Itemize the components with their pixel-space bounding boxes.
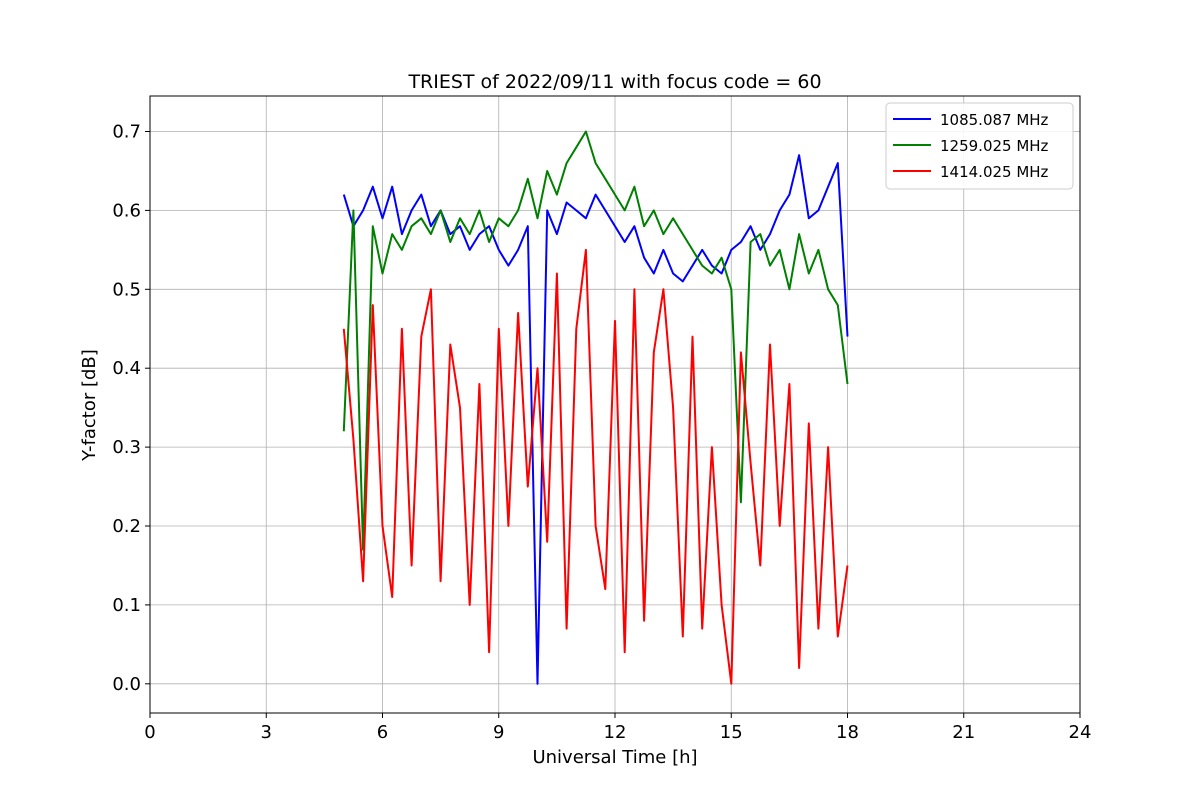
x-tick-label: 18 <box>836 722 859 743</box>
y-tick-label: 0.6 <box>112 200 141 221</box>
x-tick-label: 15 <box>720 722 743 743</box>
x-tick-label: 6 <box>377 722 388 743</box>
x-tick-label: 12 <box>604 722 627 743</box>
legend-label-2: 1259.025 MHz <box>940 137 1049 155</box>
y-tick-label: 0.0 <box>112 674 141 695</box>
series-line-2 <box>342 130 849 551</box>
y-tick-label: 0.3 <box>112 437 141 458</box>
y-axis-label: Y-factor [dB] <box>79 349 100 462</box>
legend: 1085.087 MHz 1259.025 MHz 1414.025 MHz <box>885 102 1074 190</box>
y-tick-label: 0.4 <box>112 358 141 379</box>
chart-title: TRIEST of 2022/09/11 with focus code = 6… <box>407 71 821 93</box>
x-tick-label: 24 <box>1069 722 1092 743</box>
y-tick-label: 0.7 <box>112 122 141 143</box>
x-tick-label: 3 <box>261 722 272 743</box>
x-axis-label: Universal Time [h] <box>532 747 697 768</box>
y-tick-label: 0.1 <box>112 595 141 616</box>
y-axis-ticks: 0.0 0.1 0.2 0.3 0.4 0.5 0.6 0.7 <box>112 122 150 695</box>
legend-label-3: 1414.025 MHz <box>940 163 1049 181</box>
legend-label-1: 1085.087 MHz <box>940 111 1049 129</box>
y-tick-label: 0.5 <box>112 279 141 300</box>
series-line-3 <box>342 248 849 685</box>
x-tick-label: 21 <box>952 722 975 743</box>
x-axis-ticks: 0 3 6 9 12 15 18 21 24 <box>144 713 1091 743</box>
x-tick-label: 0 <box>144 722 155 743</box>
x-tick-label: 9 <box>493 722 504 743</box>
series-lines <box>342 130 849 685</box>
legend-box <box>885 102 1074 190</box>
y-tick-label: 0.2 <box>112 516 141 537</box>
